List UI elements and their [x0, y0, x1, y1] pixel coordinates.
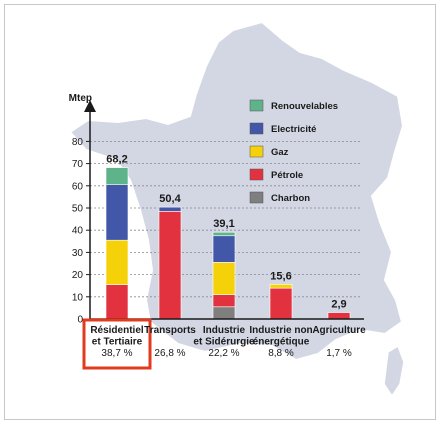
y-tick-label-50: 50: [72, 204, 84, 215]
bar-total-label-1: 68,2: [106, 154, 127, 166]
bar-segment-petrole-5: [327, 312, 351, 320]
category-share-2: 26,8 %: [154, 348, 185, 359]
y-tick-label-30: 30: [72, 248, 84, 259]
y-tick-label-40: 40: [72, 226, 84, 237]
corsica-island: [383, 344, 405, 398]
y-axis-ticks: 0 10 20 30 40 50 60 70 80: [72, 137, 90, 326]
category-share-3: 22,2 %: [208, 348, 239, 359]
legend-swatch-renouvelables: [249, 99, 264, 112]
legend-swatch-charbon: [249, 191, 264, 204]
bar-segment-petrole-2: [158, 211, 182, 320]
legend-label-renouvelables: Renouvelables: [271, 101, 338, 112]
y-tick-label-10: 10: [72, 292, 84, 303]
y-tick-label-20: 20: [72, 270, 84, 281]
legend-label-gaz: Gaz: [271, 147, 289, 158]
bar-segment-electricite-2: [158, 206, 182, 212]
legend-label-petrole: Pétrole: [271, 170, 303, 181]
y-tick-label-70: 70: [72, 159, 84, 170]
y-axis-arrow: [84, 100, 96, 112]
bar-segment-gaz-3: [212, 262, 236, 295]
bar-segment-gaz-1: [105, 239, 129, 285]
bar-segment-petrole-3: [212, 294, 236, 308]
bar-total-label-3: 39,1: [213, 218, 234, 230]
bars: 68,2 50,4 39,1 15,6 2,9: [105, 154, 351, 320]
category-label-3: Industrie et Sidérurgie: [193, 325, 255, 348]
bar-total-label-5: 2,9: [331, 299, 346, 311]
category-share-4: 8,8 %: [268, 348, 294, 359]
bar-segment-petrole-4: [269, 287, 293, 320]
bar-segment-electricite-3: [212, 235, 236, 263]
bar-segment-gaz-4: [269, 284, 293, 289]
legend-label-charbon: Charbon: [271, 193, 310, 204]
legend-swatch-petrole: [249, 168, 264, 181]
y-axis-unit: Mtep: [69, 93, 92, 104]
y-tick-label-0: 0: [77, 315, 83, 326]
legend: Renouvelables Electricité Gaz Pétrole Charbo…: [249, 99, 338, 204]
category-label-4: Industrie non énergétique: [249, 325, 312, 348]
legend-swatch-gaz: [249, 145, 264, 158]
y-tick-label-60: 60: [72, 181, 84, 192]
bar-segment-electricite-1: [105, 184, 129, 241]
category-label-2: Transports: [144, 325, 196, 336]
category-label-1: Résidentiel et Tertiaire: [90, 325, 144, 348]
legend-swatch-electricite: [249, 122, 264, 135]
category-share-5: 1,7 %: [326, 348, 352, 359]
highlight-box: [82, 318, 152, 370]
bar-total-label-4: 15,6: [270, 270, 291, 282]
bar-segment-petrole-1: [105, 284, 129, 320]
bar-segment-renouvelables-3: [212, 231, 236, 237]
bar-total-label-2: 50,4: [159, 193, 181, 205]
bar-segment-renouvelables-1: [105, 167, 129, 185]
france-map-silhouette: [68, 20, 405, 362]
y-tick-label-80: 80: [72, 137, 84, 148]
category-share-1: 38,7 %: [101, 348, 132, 359]
legend-label-electricite: Electricité: [271, 124, 316, 135]
bar-segment-charbon-3: [212, 306, 236, 320]
category-label-5: Agriculture: [312, 325, 366, 336]
